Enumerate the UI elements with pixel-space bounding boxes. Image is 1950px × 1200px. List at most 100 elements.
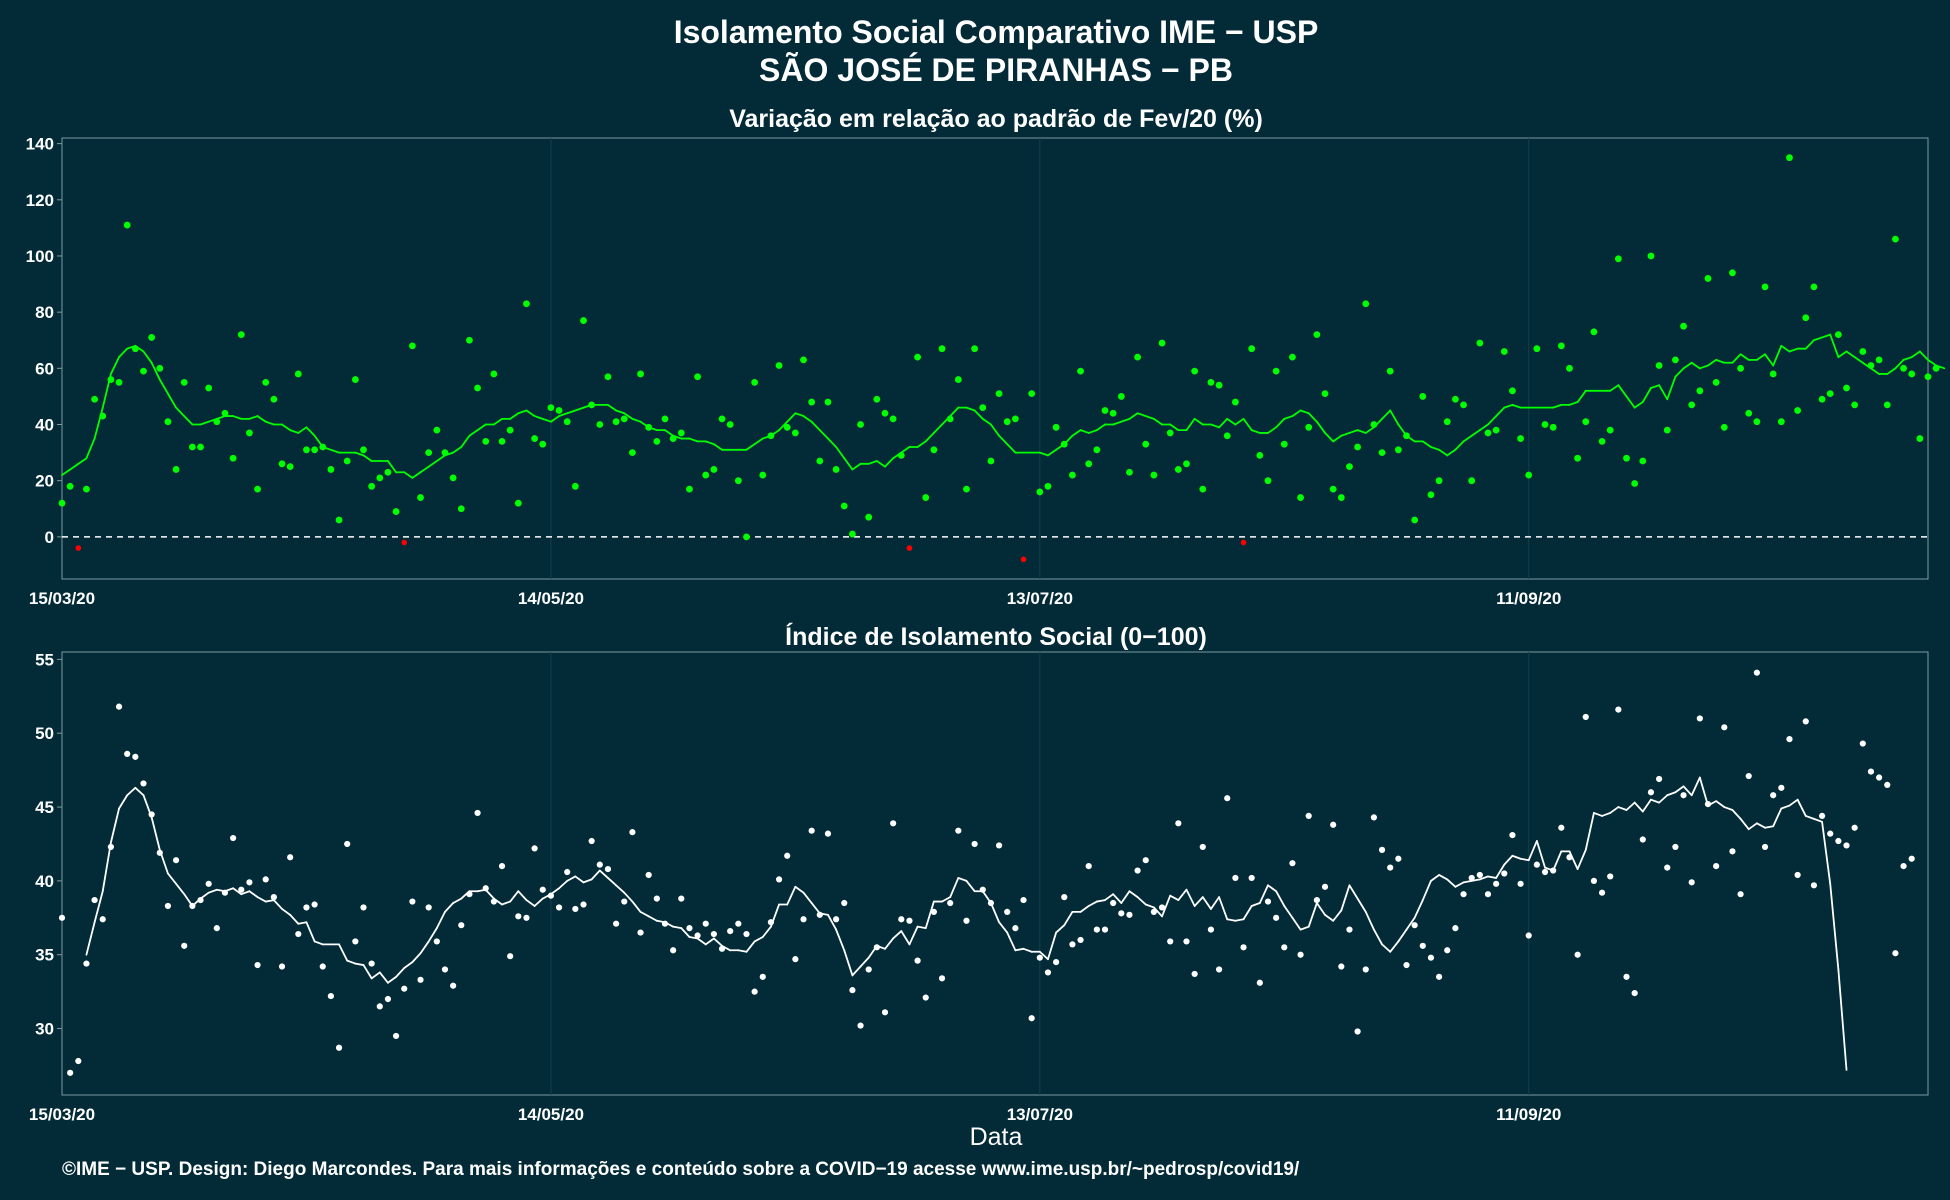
panel1-moving-average-segment [1242, 417, 1253, 432]
panel1-data-point [1435, 477, 1443, 485]
panel1-moving-average-segment [753, 437, 764, 446]
panel2-moving-average-segment [1650, 798, 1661, 804]
panel2-data-point [278, 963, 286, 970]
panel1-data-point [1892, 235, 1899, 243]
panel1-x-tick-label: 14/05/20 [518, 589, 584, 608]
panel1-moving-average-segment [745, 443, 756, 451]
panel1-data-point [1386, 367, 1394, 375]
panel1-moving-average-segment [1902, 356, 1913, 361]
panel1-data-point [401, 539, 408, 546]
panel1-moving-average-segment [289, 429, 300, 434]
panel2-data-point [335, 1044, 343, 1051]
panel2-data-point [800, 916, 807, 923]
panel1-data-point [718, 415, 726, 423]
panel1-data-point [343, 457, 351, 465]
panel2-moving-average-segment [1275, 890, 1286, 907]
panel2-data-point [67, 1069, 74, 1076]
panel1-moving-average-segment [329, 448, 340, 454]
panel1-data-point [1533, 345, 1541, 353]
panel1-moving-average-segment [93, 406, 104, 440]
panel1-moving-average-segment [419, 465, 430, 474]
panel1-data-point [1060, 440, 1068, 448]
panel1-moving-average-segment [256, 415, 267, 423]
panel2-moving-average-segment [1755, 822, 1766, 829]
panel2-data-point [1688, 879, 1695, 886]
panel1-data-point [1150, 471, 1158, 479]
panel2-data-point [1664, 864, 1671, 871]
panel2-data-point [384, 995, 392, 1003]
panel1-data-point [1117, 393, 1125, 400]
panel2-moving-average-segment [1609, 806, 1620, 814]
panel2-data-point [213, 925, 220, 932]
panel1-moving-average-segment [932, 423, 943, 434]
panel2-data-point [1053, 959, 1060, 966]
panel2-title: Índice de Isolamento Social (0−100) [785, 622, 1207, 651]
panel1-data-point [1843, 384, 1850, 392]
panel1-data-point [1500, 348, 1508, 355]
panel2-data-point [979, 886, 986, 893]
panel1-moving-average-segment [533, 415, 544, 420]
panel1-data-point [221, 409, 229, 417]
panel1-moving-average-segment [664, 429, 675, 437]
panel2-data-point [295, 930, 302, 938]
panel1-data-point [1859, 348, 1867, 355]
panel2-moving-average-segment [517, 890, 528, 901]
panel2-data-point [1191, 970, 1198, 978]
panel2-data-point [1142, 857, 1149, 864]
panel2-moving-average-segment [859, 956, 870, 968]
panel1-moving-average-segment [1666, 375, 1677, 401]
panel1-moving-average-segment [1307, 412, 1318, 423]
panel2-moving-average-segment [1552, 850, 1563, 872]
panel1-moving-average-segment [916, 440, 927, 448]
panel2-data-point [645, 871, 652, 879]
panel2-moving-average-segment [1682, 785, 1693, 797]
panel2-data-point [1069, 941, 1076, 948]
panel2-data-point [1232, 874, 1239, 882]
panel1-moving-average-segment [1128, 412, 1139, 420]
panel2-data-point [1354, 1028, 1361, 1035]
panel1-moving-average-segment [492, 417, 503, 426]
panel1-data-point [172, 466, 180, 473]
panel2-data-point [1476, 871, 1483, 879]
panel2-moving-average-segment [167, 872, 177, 885]
panel1-data-point [791, 429, 799, 437]
panel2-moving-average-segment [1234, 918, 1245, 922]
panel1-data-point [1085, 460, 1093, 468]
panel2-data-point [898, 916, 905, 923]
panel1-moving-average-segment [818, 429, 829, 440]
panel2-data-point [824, 830, 832, 837]
panel2-data-point [629, 829, 636, 836]
footer-credits: ©IME − USP. Design: Diego Marcondes. Par… [62, 1159, 1300, 1180]
panel2-data-point [523, 914, 530, 921]
panel1-data-point [1126, 468, 1133, 476]
panel1-data-point [824, 398, 832, 406]
panel2-moving-average-segment [134, 786, 145, 797]
panel1-moving-average-segment [851, 462, 862, 471]
panel1-data-point [1223, 432, 1231, 440]
panel2-moving-average-segment [93, 890, 104, 924]
panel2-data-point [865, 966, 872, 973]
panel1-data-point [205, 384, 213, 392]
panel1-data-point [1256, 452, 1264, 459]
panel2-moving-average-segment [1373, 928, 1383, 946]
panel1-data-point [1134, 353, 1141, 361]
panel1-data-point [1077, 367, 1084, 375]
panel2-data-point [1256, 979, 1263, 986]
panel1-data-point [1044, 482, 1052, 490]
panel2-data-point [1150, 908, 1157, 915]
panel1-moving-average-segment [810, 420, 821, 432]
panel2-moving-average-segment [1381, 943, 1392, 953]
panel1-data-point [849, 530, 856, 538]
panel2-data-point [254, 961, 261, 969]
panel1-moving-average-segment [1829, 333, 1840, 358]
panel2-data-point [686, 925, 693, 932]
panel2-data-point [1851, 824, 1858, 831]
panel2-moving-average-segment [1389, 940, 1400, 953]
panel1-data-point [1231, 398, 1239, 406]
panel1-data-point [1810, 283, 1818, 291]
panel2-data-point [751, 988, 758, 995]
panel2-moving-average-segment [305, 921, 316, 943]
panel1-moving-average-segment [786, 412, 797, 423]
panel1-data-point [1574, 454, 1582, 462]
panel2-moving-average-segment [1291, 916, 1302, 931]
